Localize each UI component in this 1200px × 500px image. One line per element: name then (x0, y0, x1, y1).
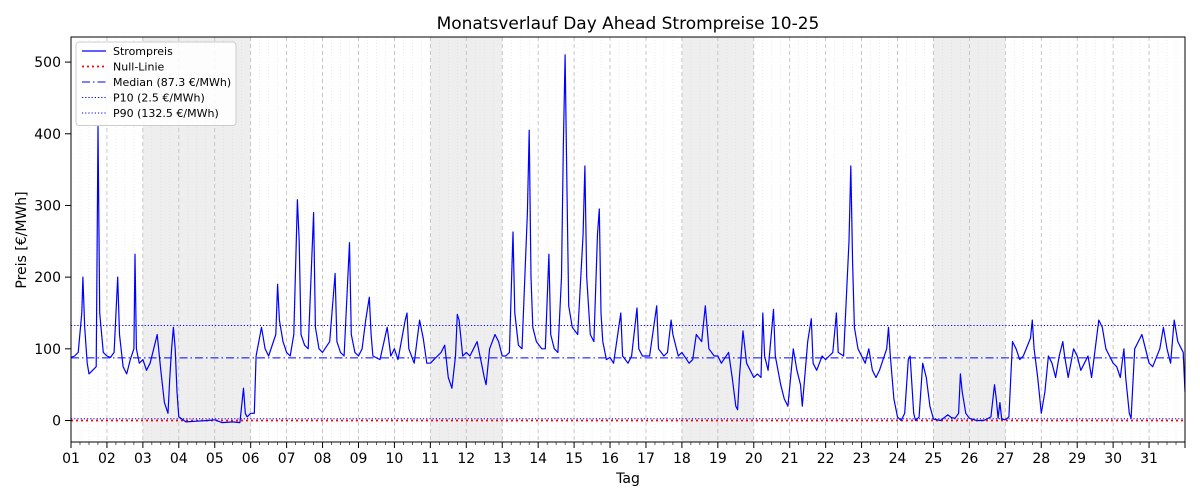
x-tick-label: 15 (565, 451, 583, 467)
x-tick-label: 29 (1068, 451, 1086, 467)
x-tick-label: 09 (350, 451, 368, 467)
legend-label: Median (87.3 €/MWh) (113, 76, 231, 89)
x-tick-label: 17 (637, 451, 655, 467)
y-tick-label: 100 (34, 342, 61, 358)
x-tick-label: 04 (170, 451, 188, 467)
x-tick-label: 03 (134, 451, 152, 467)
x-tick-label: 07 (278, 451, 296, 467)
x-tick-label: 20 (745, 451, 763, 467)
x-tick-label: 24 (889, 451, 907, 467)
legend: Strompreis Null-Linie Median (87.3 €/MWh) P… (75, 41, 237, 126)
y-axis-ticks: 0 100 200 300 400 500 (34, 55, 71, 429)
x-tick-label: 30 (1104, 451, 1122, 467)
x-tick-label: 13 (493, 451, 511, 467)
x-tick-label: 22 (817, 451, 835, 467)
y-tick-label: 300 (34, 198, 61, 214)
x-tick-label: 05 (206, 451, 224, 467)
legend-label: P10 (2.5 €/MWh) (113, 92, 205, 105)
x-tick-label: 16 (601, 451, 619, 467)
x-axis-ticks: 01 02 03 04 05 06 07 08 09 10 11 12 13 14 15 16 17 18 19 20… (62, 442, 1186, 467)
y-tick-label: 400 (34, 127, 61, 143)
series-line-strompreis (70, 54, 1186, 424)
price-series (70, 54, 1186, 424)
legend-label: Strompreis (113, 45, 173, 58)
chart-title: Monatsverlauf Day Ahead Strompreise 10-2… (437, 14, 820, 34)
x-tick-label: 18 (673, 451, 691, 467)
legend-label: Null-Linie (113, 61, 164, 74)
x-tick-label: 12 (457, 451, 475, 467)
reference-lines (71, 325, 1185, 422)
x-tick-label: 31 (1140, 451, 1158, 467)
x-tick-label: 10 (386, 451, 404, 467)
y-tick-label: 200 (34, 270, 61, 286)
x-tick-label: 01 (62, 451, 80, 467)
x-tick-label: 28 (1032, 451, 1050, 467)
x-tick-label: 27 (996, 451, 1014, 467)
y-tick-label: 0 (52, 413, 61, 429)
x-tick-label: 02 (98, 451, 116, 467)
legend-label: P90 (132.5 €/MWh) (113, 107, 219, 120)
x-tick-label: 14 (529, 451, 547, 467)
x-tick-label: 06 (242, 451, 260, 467)
legend-box (75, 41, 237, 126)
y-axis-label: Preis [€/MWh] (14, 191, 30, 288)
x-tick-label: 19 (709, 451, 727, 467)
x-axis-label: Tag (615, 471, 640, 487)
grid-lines (79, 37, 1177, 442)
y-tick-label: 500 (34, 55, 61, 71)
x-tick-label: 21 (781, 451, 799, 467)
x-tick-label: 25 (925, 451, 943, 467)
x-tick-label: 23 (853, 451, 871, 467)
x-tick-label: 11 (421, 451, 439, 467)
x-tick-label: 08 (314, 451, 332, 467)
x-tick-label: 26 (960, 451, 978, 467)
